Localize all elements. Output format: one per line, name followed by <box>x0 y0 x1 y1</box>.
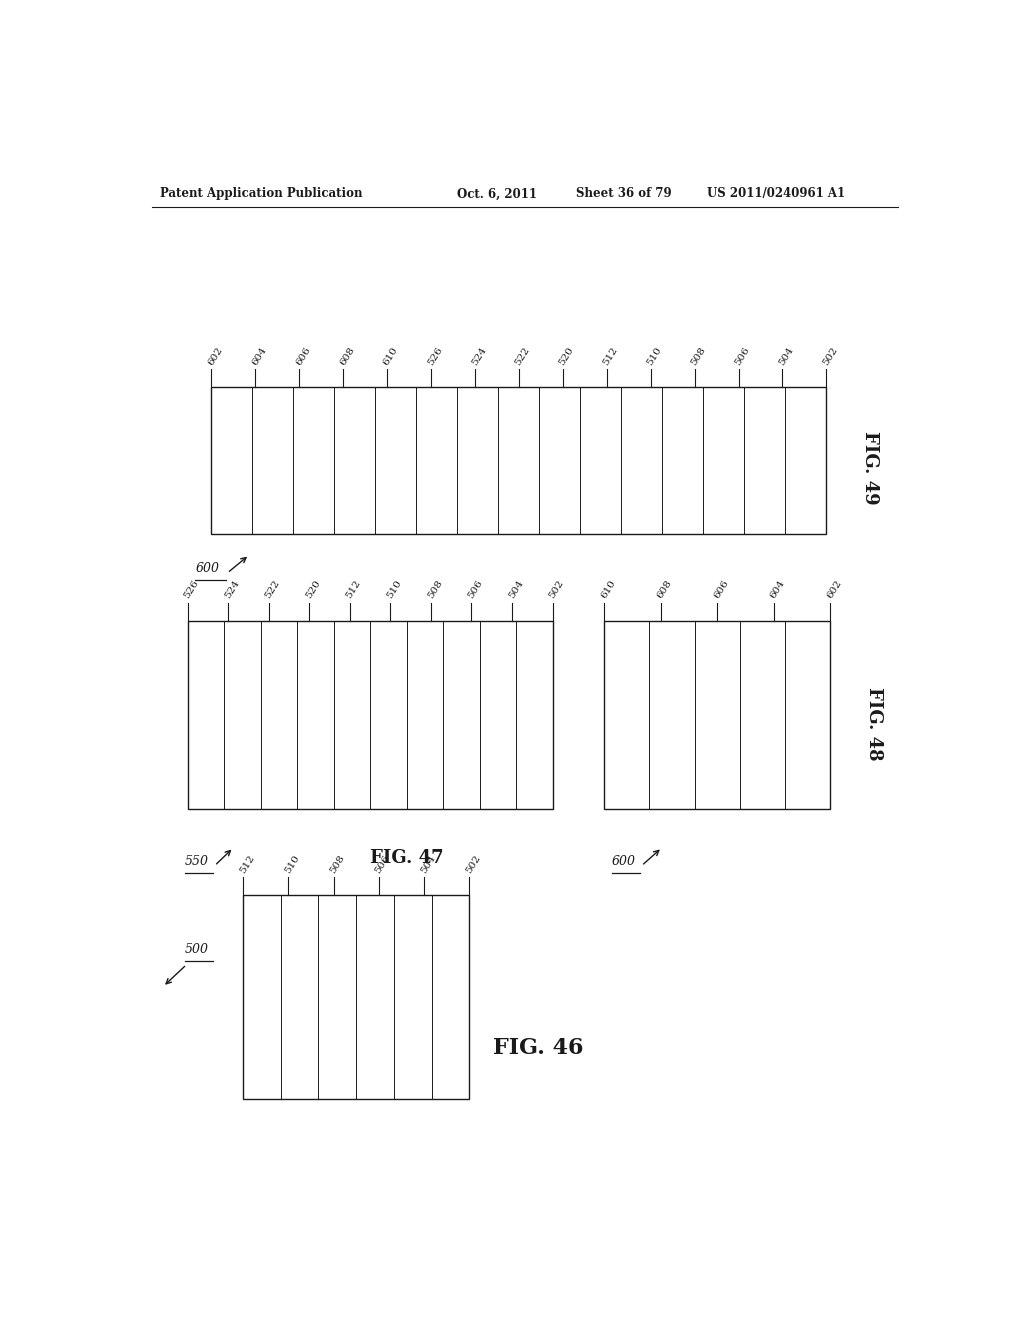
Text: 504: 504 <box>777 345 796 367</box>
Text: 610: 610 <box>382 345 400 367</box>
Text: 600: 600 <box>612 855 636 867</box>
Text: 608: 608 <box>655 579 674 601</box>
Text: 606: 606 <box>712 579 730 601</box>
Text: 604: 604 <box>769 579 786 601</box>
Text: 602: 602 <box>825 579 843 601</box>
Text: FIG. 47: FIG. 47 <box>370 849 443 867</box>
Text: 512: 512 <box>601 345 620 367</box>
Text: 512: 512 <box>238 853 256 875</box>
Text: 502: 502 <box>821 345 840 367</box>
Text: 526: 526 <box>426 345 443 367</box>
Text: 510: 510 <box>645 345 664 367</box>
Bar <box>187 620 553 809</box>
Text: 504: 504 <box>419 853 437 875</box>
Text: 500: 500 <box>185 944 209 956</box>
Text: 520: 520 <box>304 579 323 601</box>
Text: 600: 600 <box>196 562 219 576</box>
Text: US 2011/0240961 A1: US 2011/0240961 A1 <box>708 187 846 201</box>
Text: 506: 506 <box>466 579 484 601</box>
Text: 506: 506 <box>733 345 752 367</box>
Text: 524: 524 <box>470 345 487 367</box>
Text: 602: 602 <box>206 345 224 367</box>
Text: 512: 512 <box>344 579 362 601</box>
Text: 520: 520 <box>557 345 575 367</box>
Text: FIG. 48: FIG. 48 <box>865 688 883 762</box>
Text: 524: 524 <box>223 579 241 601</box>
Text: 508: 508 <box>426 579 443 601</box>
Bar <box>211 387 826 535</box>
Text: 606: 606 <box>294 345 312 367</box>
Text: 526: 526 <box>182 579 201 601</box>
Text: 608: 608 <box>338 345 356 367</box>
Text: FIG. 49: FIG. 49 <box>861 432 879 506</box>
Text: 510: 510 <box>385 579 403 601</box>
Text: 502: 502 <box>547 579 565 601</box>
Bar <box>604 620 830 809</box>
Bar <box>243 895 469 1098</box>
Text: 604: 604 <box>250 345 268 367</box>
Text: 610: 610 <box>599 579 617 601</box>
Text: Oct. 6, 2011: Oct. 6, 2011 <box>458 187 538 201</box>
Text: 510: 510 <box>283 853 301 875</box>
Text: 522: 522 <box>263 579 282 601</box>
Text: Patent Application Publication: Patent Application Publication <box>160 187 362 201</box>
Text: 508: 508 <box>689 345 708 367</box>
Text: Sheet 36 of 79: Sheet 36 of 79 <box>577 187 672 201</box>
Text: 522: 522 <box>514 345 531 367</box>
Text: 506: 506 <box>374 853 392 875</box>
Text: 504: 504 <box>507 579 525 601</box>
Text: 508: 508 <box>329 853 346 875</box>
Text: 550: 550 <box>185 855 209 867</box>
Text: 502: 502 <box>464 853 482 875</box>
Text: FIG. 46: FIG. 46 <box>494 1036 584 1059</box>
